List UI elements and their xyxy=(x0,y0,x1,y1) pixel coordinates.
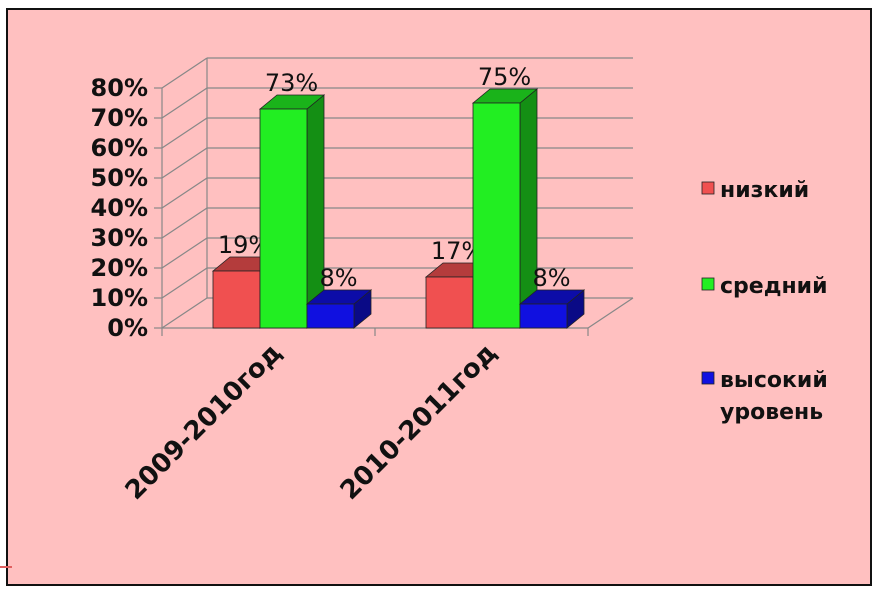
gridline-side xyxy=(161,147,208,179)
floor-edge xyxy=(587,297,634,329)
legend-label: низкий xyxy=(720,178,809,203)
bar xyxy=(305,289,373,329)
legend-item: высокий уровень xyxy=(701,368,828,425)
x-category-label: 2009-2010год xyxy=(120,338,288,506)
gridline-side xyxy=(161,267,208,299)
chart-svg: 0%10%20%30%40%50%60%70%80%19%73%8%17%75%… xyxy=(91,57,828,506)
data-label: 75% xyxy=(478,63,531,91)
legend-label: средний xyxy=(720,274,828,299)
legend-swatch xyxy=(701,181,715,195)
bar xyxy=(471,88,539,329)
chart-frame: 0% 10% 20% 30% 40% 50% 60% 70% 80% 19% 73% 8% 17% 75%… xyxy=(6,8,872,586)
decorative-line xyxy=(0,566,12,568)
gridline-side xyxy=(161,237,208,269)
bar xyxy=(518,289,586,329)
x-category-label: 2010-2011год xyxy=(335,338,503,506)
gridline-side xyxy=(161,117,208,149)
y-tick-label: 10% xyxy=(91,284,148,312)
legend-item: средний xyxy=(701,274,828,299)
gridline-side xyxy=(161,207,208,239)
legend-swatch xyxy=(701,371,715,385)
legend-item: низкий xyxy=(701,178,809,203)
gridline-side xyxy=(161,297,208,329)
data-label: 8% xyxy=(532,264,570,292)
y-tick-label: 40% xyxy=(91,194,148,222)
y-tick-label: 30% xyxy=(91,224,148,252)
y-tick-label: 60% xyxy=(91,134,148,162)
legend-label: высокий xyxy=(720,368,828,393)
y-tick-label: 20% xyxy=(91,254,148,282)
gridline-side xyxy=(161,87,208,119)
legend-swatch xyxy=(701,277,715,291)
data-label: 73% xyxy=(265,69,318,97)
y-tick-label: 70% xyxy=(91,104,148,132)
bar xyxy=(258,94,326,329)
y-tick-label: 80% xyxy=(91,74,148,102)
gridline-side xyxy=(161,57,208,89)
data-label: 8% xyxy=(319,264,357,292)
y-tick-label: 50% xyxy=(91,164,148,192)
legend-label: уровень xyxy=(720,400,823,425)
y-tick-label: 0% xyxy=(107,314,148,342)
gridline-side xyxy=(161,177,208,209)
